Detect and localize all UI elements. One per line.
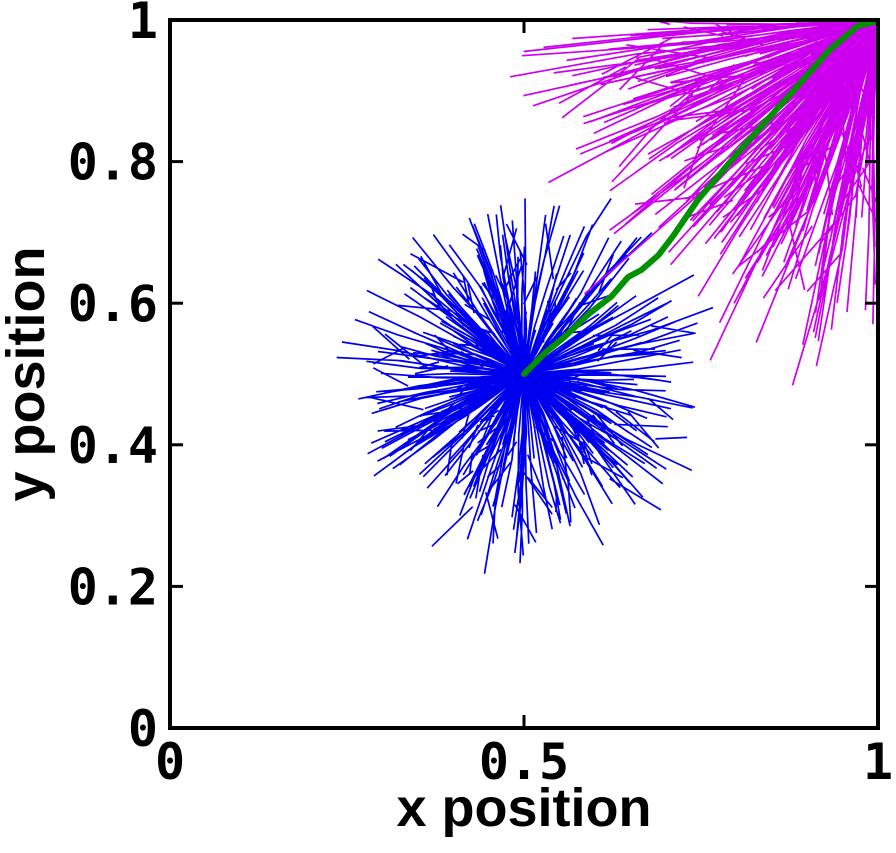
- y-axis-label: y position: [0, 247, 56, 502]
- x-tick-label: 0.5: [479, 733, 569, 791]
- y-tick-label: 0: [128, 700, 158, 758]
- y-tick-label: 0.6: [68, 275, 158, 333]
- y-tick-label: 0.2: [68, 558, 158, 616]
- rrt-tree-goal: [509, 18, 880, 386]
- axis-ticks: [168, 18, 880, 730]
- solution-path: [521, 18, 880, 377]
- y-tick-label: 1: [128, 0, 158, 50]
- y-tick-label: 0.8: [68, 134, 158, 192]
- x-axis-label: x position: [397, 778, 652, 838]
- x-tick-labels: 0 0.5 1: [155, 733, 893, 791]
- y-tick-label: 0.4: [68, 417, 158, 475]
- x-tick-label: 1: [863, 733, 893, 791]
- y-tick-labels: 0 0.2 0.4 0.6 0.8 1: [68, 0, 158, 758]
- x-tick-label: 0: [155, 733, 185, 791]
